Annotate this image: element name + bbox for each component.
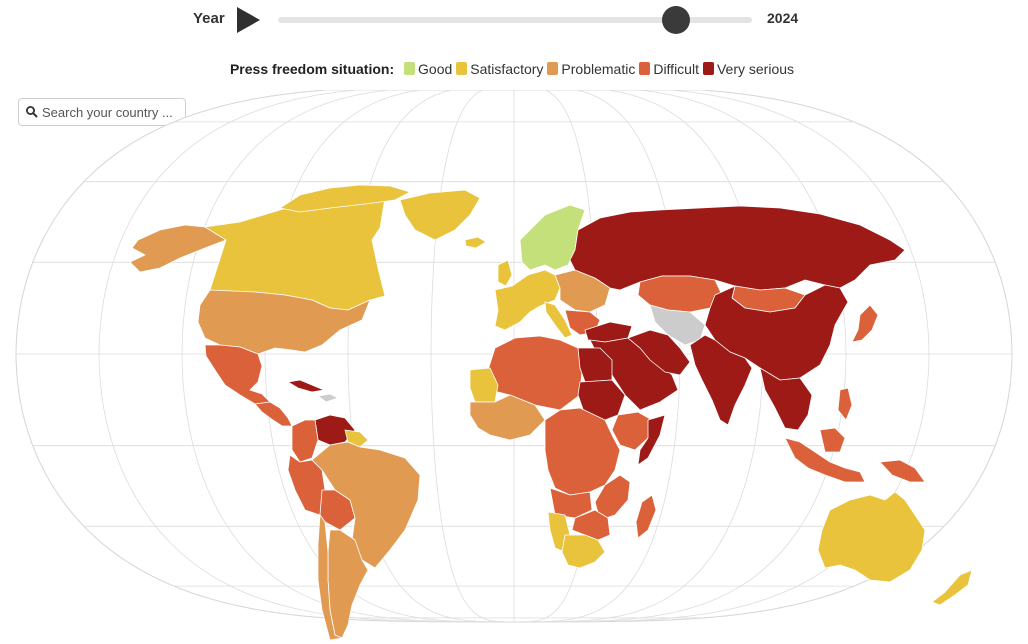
region-iran[interactable] — [627, 329, 691, 376]
region-madagascar[interactable] — [635, 494, 657, 539]
region-australia[interactable] — [817, 491, 926, 583]
legend-label: Problematic — [561, 61, 636, 77]
search-icon — [26, 106, 38, 118]
region-borneo[interactable] — [819, 427, 846, 453]
region-new-zealand[interactable] — [931, 569, 973, 606]
region-cuba[interactable] — [287, 379, 325, 393]
region-usa[interactable] — [197, 289, 371, 355]
legend-label: Satisfactory — [470, 61, 544, 77]
play-icon — [237, 7, 260, 33]
region-italy[interactable] — [544, 301, 573, 339]
year-slider[interactable] — [278, 6, 752, 34]
country-search[interactable] — [18, 98, 186, 126]
play-button[interactable] — [235, 6, 261, 34]
region-horn[interactable] — [611, 411, 653, 451]
legend-swatch — [639, 62, 651, 75]
region-somalia[interactable] — [637, 414, 666, 466]
region-india[interactable] — [689, 334, 753, 426]
region-central-africa[interactable] — [544, 407, 621, 496]
region-south-africa[interactable] — [561, 534, 606, 569]
year-controls: Year 2024 — [0, 0, 1028, 40]
legend-item[interactable]: Satisfactory — [456, 61, 543, 77]
region-chile[interactable] — [317, 514, 343, 641]
region-uk[interactable] — [497, 259, 513, 287]
region-west-africa[interactable] — [469, 394, 546, 441]
region-east-africa[interactable] — [594, 474, 631, 521]
search-input[interactable] — [42, 101, 182, 123]
region-papua[interactable] — [879, 459, 926, 483]
region-canada-islands[interactable] — [279, 184, 411, 213]
legend-title: Press freedom situation: — [229, 61, 395, 77]
region-sudan[interactable] — [577, 379, 626, 421]
region-brazil[interactable] — [311, 441, 421, 569]
legend-swatch — [456, 62, 468, 75]
region-alaska[interactable] — [129, 224, 233, 273]
legend-label: Good — [418, 61, 453, 77]
region-colombia[interactable] — [291, 419, 319, 463]
legend-label: Very serious — [716, 61, 795, 77]
legend-item[interactable]: Very serious — [702, 61, 795, 77]
region-philippines[interactable] — [837, 387, 853, 421]
slider-thumb[interactable] — [662, 6, 691, 34]
year-value: 2024 — [767, 10, 799, 26]
region-iceland[interactable] — [464, 236, 487, 249]
legend-item[interactable]: Good — [404, 61, 452, 77]
slider-track[interactable] — [278, 17, 752, 23]
legend-swatch — [404, 62, 416, 75]
region-mexico[interactable] — [204, 344, 271, 405]
legend-item[interactable]: Problematic — [547, 61, 635, 77]
region-korea-japan[interactable] — [851, 304, 879, 343]
region-southern-africa[interactable] — [571, 509, 611, 541]
legend-item[interactable]: Difficult — [639, 61, 699, 77]
legend-swatch — [547, 62, 559, 75]
legend-swatch — [702, 62, 714, 75]
world-map — [15, 90, 1013, 641]
region-greenland[interactable] — [399, 189, 481, 241]
year-label: Year — [193, 10, 225, 27]
country-layer — [129, 184, 973, 641]
region-indonesia[interactable] — [784, 437, 866, 483]
region-southeast-asia[interactable] — [759, 367, 813, 431]
region-caribbean[interactable] — [317, 393, 339, 403]
legend-items: Good Satisfactory Problematic Difficult Very… — [404, 61, 798, 77]
legend: Press freedom situation: Good Satisfactor… — [0, 61, 1028, 77]
legend-label: Difficult — [653, 61, 699, 77]
